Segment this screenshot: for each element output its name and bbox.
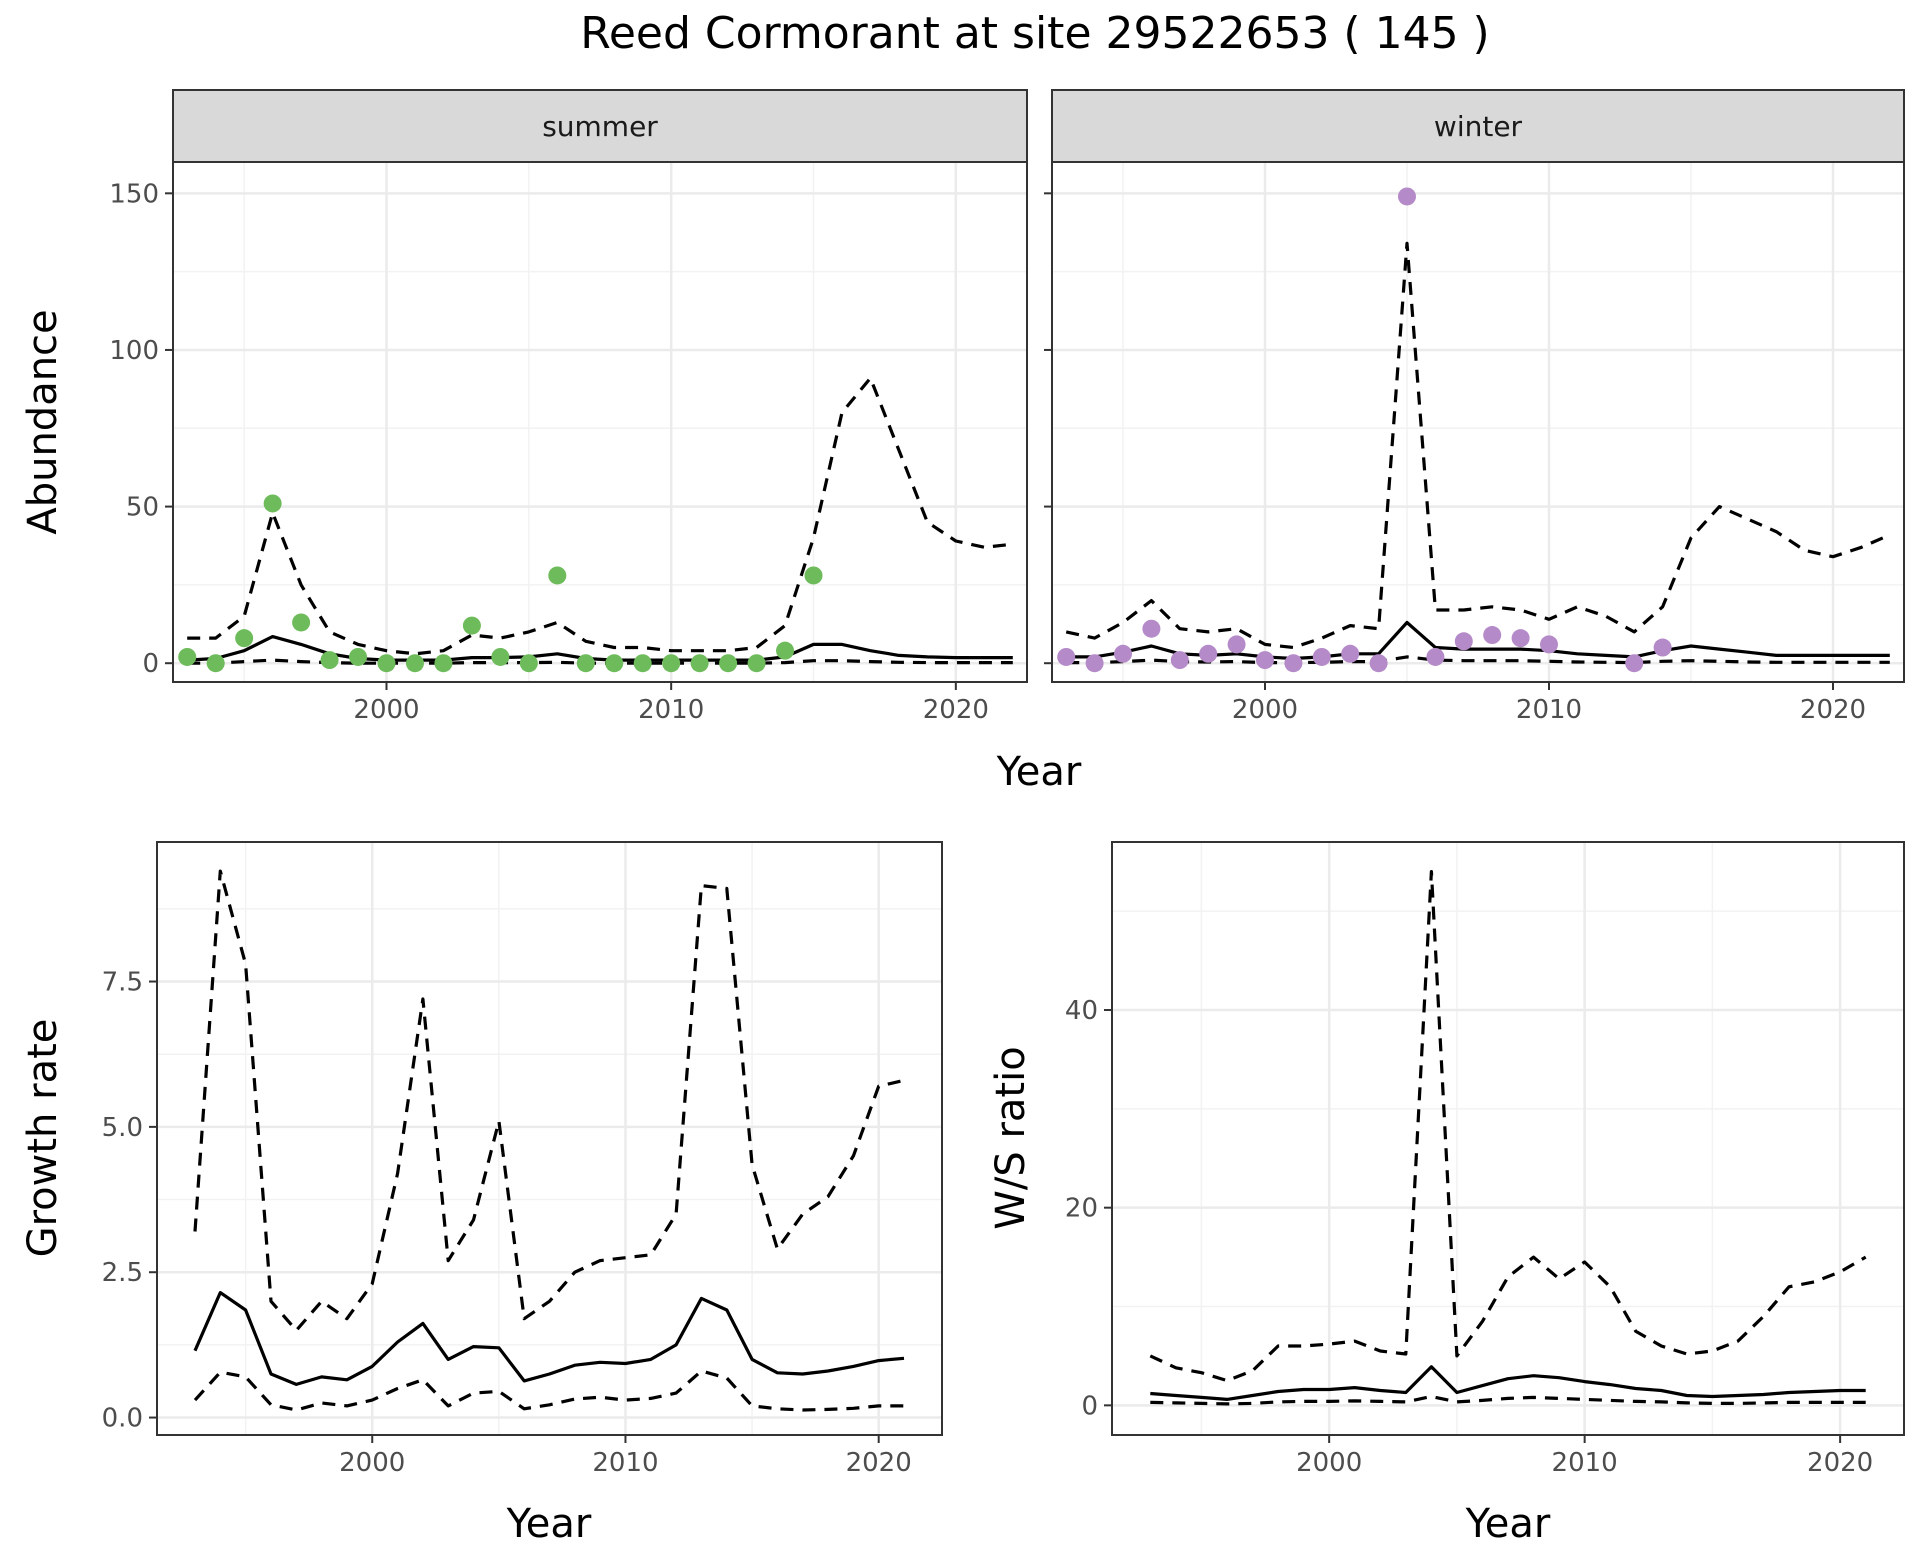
- data-point: [491, 647, 510, 666]
- y-tick-label: 40: [1065, 996, 1098, 1026]
- y-axis-label: Abundance: [20, 309, 66, 534]
- data-point: [1341, 644, 1360, 663]
- panel-winter: winter 2000 2010 2020: [1044, 89, 1905, 725]
- data-point: [1398, 187, 1416, 206]
- data-point: [320, 651, 339, 670]
- plot-background: [173, 162, 1027, 682]
- data-point: [1426, 647, 1445, 666]
- data-point: [1312, 647, 1331, 666]
- data-point: [576, 654, 595, 673]
- series-line-upper: [187, 376, 1013, 656]
- data-point: [662, 654, 681, 673]
- data-point: [804, 566, 823, 585]
- x-axis-label: Year: [1465, 1501, 1551, 1547]
- data-point: [206, 654, 225, 673]
- data-point: [1653, 638, 1672, 657]
- series-line-mean: [187, 634, 1013, 662]
- y-tick-label: 2.5: [102, 1258, 143, 1288]
- x-tick-label: 2000: [1232, 695, 1298, 725]
- panel-ws-ratio: 2000 2010 2020 0 20 40 W/S ratio Year: [988, 841, 1905, 1547]
- series-line-upper: [1149, 869, 1867, 1383]
- x-axis-label-shared: Year: [996, 749, 1082, 795]
- y-tick-label: 7.5: [102, 968, 143, 998]
- x-tick-label: 2010: [1552, 1448, 1618, 1478]
- plot-background: [157, 842, 942, 1435]
- x-tick-label: 2020: [923, 695, 989, 725]
- x-tick-label: 2020: [846, 1448, 912, 1478]
- data-point: [690, 654, 709, 673]
- data-point: [377, 654, 396, 673]
- data-point: [1540, 635, 1558, 654]
- data-point: [776, 641, 795, 660]
- panel-growth: 2000 2010 2020 0.0 2.5 5.0 7.5 Growth rate Year: [20, 841, 943, 1547]
- data-point: [434, 654, 453, 673]
- y-tick-label: 5.0: [102, 1113, 143, 1143]
- facet-strip: [172, 89, 1028, 163]
- x-tick-label: 2000: [339, 1448, 405, 1478]
- x-tick-label: 2010: [638, 695, 704, 725]
- series-line-mean: [1150, 1365, 1866, 1402]
- data-point: [1085, 654, 1104, 673]
- data-point: [1256, 651, 1274, 670]
- data-point: [1483, 626, 1502, 645]
- y-axis-label: W/S ratio: [988, 1046, 1034, 1229]
- y-tick-label: 100: [109, 336, 159, 366]
- series-line-upper: [1065, 241, 1891, 650]
- y-tick-label: 0.0: [102, 1404, 143, 1434]
- y-tick-label: 50: [126, 493, 159, 523]
- y-tick-label: 20: [1065, 1194, 1098, 1224]
- series-line-lower: [1150, 1394, 1866, 1406]
- plot-background: [1052, 162, 1904, 682]
- data-point: [349, 647, 368, 666]
- panel-summer: summer 2000 2010 2020 0 50 100 150 Abundance: [20, 89, 1028, 725]
- series-line-lower: [193, 1369, 904, 1412]
- panel-border: [1111, 841, 1905, 1436]
- data-point: [1625, 654, 1644, 673]
- y-tick-label: 0: [1081, 1391, 1098, 1421]
- y-axis-label: Growth rate: [20, 1019, 66, 1258]
- data-point: [405, 654, 424, 673]
- data-point: [462, 616, 481, 635]
- x-tick-label: 2020: [1807, 1448, 1873, 1478]
- series-line-lower: [1066, 655, 1890, 665]
- facet-strip-label: summer: [542, 110, 658, 143]
- x-tick-label: 2020: [1800, 695, 1866, 725]
- data-point: [1170, 651, 1189, 670]
- data-point: [605, 654, 624, 673]
- panel-border: [156, 841, 943, 1436]
- x-axis-label: Year: [506, 1501, 592, 1547]
- x-tick-label: 2000: [1296, 1448, 1362, 1478]
- series-line-mean: [193, 1290, 905, 1387]
- data-point: [1284, 654, 1303, 673]
- y-tick-label: 0: [142, 649, 159, 679]
- facet-strip: [1051, 89, 1905, 163]
- data-point: [1227, 635, 1246, 654]
- plot-background: [1112, 842, 1904, 1435]
- data-point: [1114, 644, 1132, 663]
- x-tick-label: 2000: [353, 695, 419, 725]
- data-point: [1199, 644, 1218, 663]
- data-point: [263, 494, 282, 513]
- data-point: [235, 629, 254, 648]
- x-tick-label: 2010: [1516, 695, 1582, 725]
- data-point: [178, 647, 197, 666]
- data-point: [1142, 619, 1161, 638]
- data-point: [548, 566, 567, 585]
- data-point: [719, 654, 738, 673]
- x-tick-label: 2010: [592, 1448, 658, 1478]
- data-point: [747, 654, 766, 673]
- chart-title: Reed Cormorant at site 29522653 ( 145 ): [580, 8, 1489, 59]
- data-point: [292, 613, 311, 632]
- data-point: [1454, 632, 1473, 651]
- series-line-upper: [193, 869, 905, 1333]
- data-point: [1369, 654, 1388, 673]
- data-point: [1511, 629, 1530, 648]
- data-point: [519, 654, 538, 673]
- data-point: [1057, 647, 1076, 666]
- y-tick-label: 150: [109, 179, 159, 209]
- data-point: [633, 654, 652, 673]
- facet-strip-label: winter: [1434, 110, 1523, 143]
